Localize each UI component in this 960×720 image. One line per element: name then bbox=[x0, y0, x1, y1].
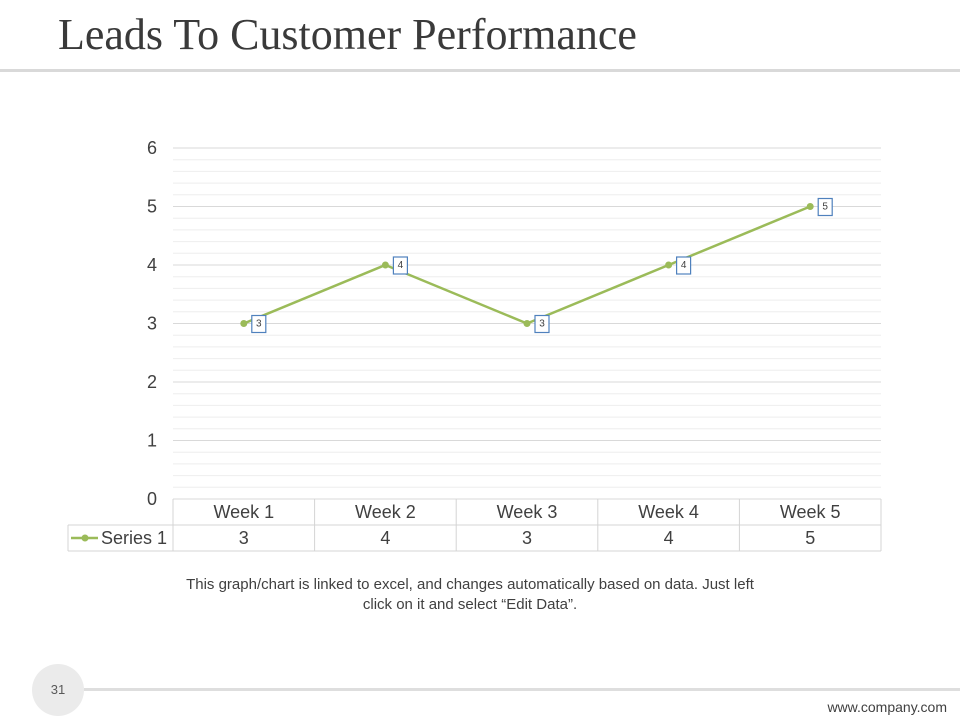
footer-divider bbox=[84, 688, 960, 691]
y-tick-label: 5 bbox=[147, 197, 157, 217]
x-category-label: Week 5 bbox=[780, 502, 841, 522]
data-label: 4 bbox=[681, 260, 687, 271]
data-label-box bbox=[675, 256, 692, 275]
minor-gridlines bbox=[173, 159, 881, 488]
page-number-badge: 31 bbox=[32, 664, 84, 716]
y-tick-label: 2 bbox=[147, 372, 157, 392]
data-point-marker bbox=[806, 203, 814, 210]
table-value-cell: 3 bbox=[522, 528, 532, 548]
data-label-box bbox=[534, 314, 550, 334]
x-category-label: Week 1 bbox=[213, 502, 274, 522]
data-point-marker bbox=[523, 320, 531, 327]
major-gridlines bbox=[173, 147, 881, 500]
x-category-label: Week 2 bbox=[355, 502, 416, 522]
legend-key-marker bbox=[81, 534, 89, 542]
data-label: 5 bbox=[822, 202, 828, 213]
data-point-marker bbox=[665, 261, 673, 269]
y-axis-tick-labels: 0 1 2 3 4 5 6 bbox=[147, 138, 157, 509]
chart-caption-line-2: click on it and select “Edit Data”. bbox=[362, 596, 578, 613]
chart-caption-line-1: This graph/chart is linked to excel, and… bbox=[186, 576, 754, 593]
table-value-cell: 4 bbox=[380, 528, 390, 548]
line-chart[interactable]: 0 1 2 3 4 5 6 Week 1 Week 2 Week 3 Week 4 Week 5 Se… bbox=[60, 130, 890, 560]
data-label-box bbox=[251, 314, 267, 334]
y-tick-label: 0 bbox=[147, 489, 157, 509]
table-value-cell: 3 bbox=[239, 528, 249, 548]
table-value-cell: 4 bbox=[664, 528, 674, 548]
table-value-cell: 5 bbox=[805, 528, 815, 548]
data-label-box bbox=[392, 256, 408, 275]
data-label: 3 bbox=[539, 319, 545, 330]
data-point-marker bbox=[381, 261, 389, 269]
legend-series-name: Series 1 bbox=[101, 528, 167, 548]
data-point-marker bbox=[240, 320, 248, 327]
data-labels: 3 4 3 4 5 bbox=[251, 197, 833, 334]
x-category-label: Week 4 bbox=[638, 502, 699, 522]
slide-title: Leads To Customer Performance bbox=[58, 10, 637, 59]
footer-url: www.company.com bbox=[827, 699, 947, 715]
x-category-label: Week 3 bbox=[497, 502, 558, 522]
data-label: 3 bbox=[256, 319, 262, 330]
y-tick-label: 1 bbox=[147, 431, 157, 451]
series-lines bbox=[240, 203, 814, 327]
data-label-box bbox=[817, 197, 833, 217]
data-label: 4 bbox=[398, 260, 404, 271]
data-table: Week 1 Week 2 Week 3 Week 4 Week 5 Series 1 3 4… bbox=[67, 499, 882, 552]
title-divider bbox=[0, 69, 960, 72]
y-tick-label: 4 bbox=[147, 255, 157, 275]
y-tick-label: 3 bbox=[147, 314, 157, 334]
y-tick-label: 6 bbox=[147, 138, 157, 158]
